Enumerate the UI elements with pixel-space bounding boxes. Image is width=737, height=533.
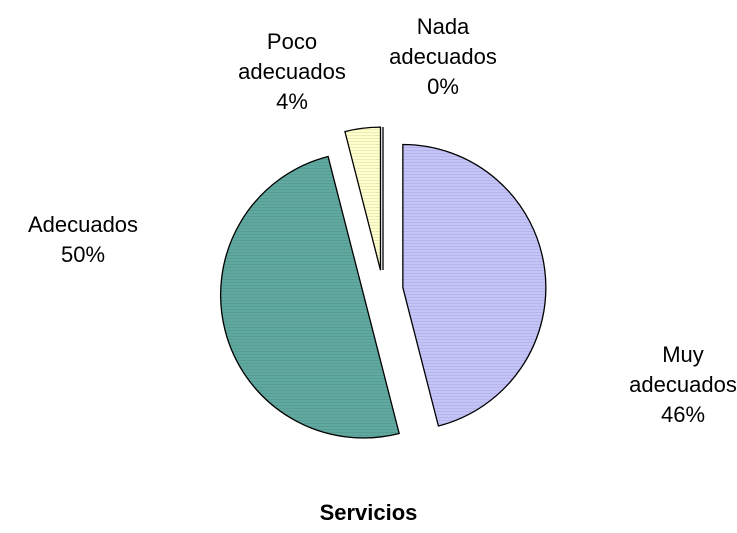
slice-texture bbox=[344, 127, 381, 271]
value-label: 0% bbox=[427, 74, 459, 99]
slice-texture bbox=[220, 156, 400, 438]
category-label: Adecuados bbox=[27, 212, 139, 237]
slice-label: Adecuados 50% bbox=[8, 210, 158, 270]
slice-texture bbox=[402, 144, 546, 427]
value-label: 46% bbox=[660, 402, 706, 427]
value-label: 4% bbox=[276, 89, 308, 114]
category-label: Nada adecuados bbox=[389, 14, 497, 69]
value-label: 50% bbox=[60, 242, 106, 267]
slice-label: Muy adecuados 46% bbox=[608, 340, 737, 430]
slice-label: Nada adecuados 0% bbox=[368, 12, 518, 102]
category-label: Muy adecuados bbox=[629, 342, 737, 397]
category-label: Poco adecuados bbox=[238, 29, 346, 84]
chart-title: Servicios bbox=[319, 500, 418, 525]
slice-label: Poco adecuados 4% bbox=[217, 27, 367, 117]
